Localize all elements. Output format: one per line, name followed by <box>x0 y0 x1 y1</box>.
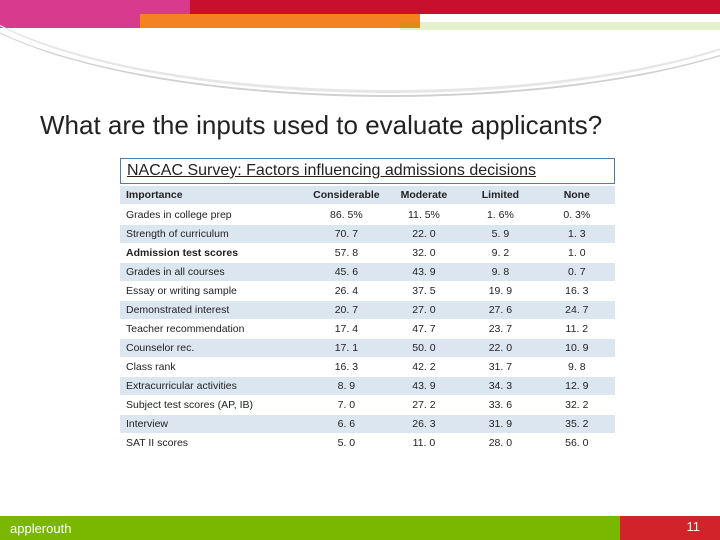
cell: 9. 8 <box>539 358 615 377</box>
cell: 26. 4 <box>307 282 386 301</box>
table-row: Class rank16. 342. 231. 79. 8 <box>120 358 615 377</box>
table-row: Interview6. 626. 331. 935. 2 <box>120 415 615 434</box>
cell: 31. 7 <box>462 358 538 377</box>
row-label: Teacher recommendation <box>120 320 307 339</box>
page-title: What are the inputs used to evaluate app… <box>40 110 680 141</box>
table-row: Essay or writing sample26. 437. 519. 916… <box>120 282 615 301</box>
table-row: Extracurricular activities8. 943. 934. 3… <box>120 377 615 396</box>
cell: 20. 7 <box>307 301 386 320</box>
footer-brand: applerouth <box>10 521 71 536</box>
cell: 50. 0 <box>386 339 463 358</box>
table-row: Grades in college prep86. 5%11. 5%1. 6%0… <box>120 205 615 225</box>
cell: 47. 7 <box>386 320 463 339</box>
cell: 28. 0 <box>462 434 538 453</box>
row-label: Strength of curriculum <box>120 225 307 244</box>
cell: 1. 3 <box>539 225 615 244</box>
row-label: Admission test scores <box>120 244 307 263</box>
table-row: SAT II scores5. 011. 028. 056. 0 <box>120 434 615 453</box>
row-label: Grades in college prep <box>120 205 307 225</box>
col-header: Importance <box>120 186 307 205</box>
row-label: Grades in all courses <box>120 263 307 282</box>
cell: 27. 0 <box>386 301 463 320</box>
col-header: Moderate <box>386 186 463 205</box>
table-caption: NACAC Survey: Factors influencing admiss… <box>120 158 615 184</box>
cell: 17. 1 <box>307 339 386 358</box>
cell: 42. 2 <box>386 358 463 377</box>
row-label: Subject test scores (AP, IB) <box>120 396 307 415</box>
cell: 16. 3 <box>307 358 386 377</box>
cell: 27. 2 <box>386 396 463 415</box>
row-label: Essay or writing sample <box>120 282 307 301</box>
header-decor <box>0 0 720 54</box>
cell: 11. 0 <box>386 434 463 453</box>
cell: 31. 9 <box>462 415 538 434</box>
cell: 32. 0 <box>386 244 463 263</box>
data-table: ImportanceConsiderableModerateLimitedNon… <box>120 186 615 453</box>
cell: 17. 4 <box>307 320 386 339</box>
row-label: SAT II scores <box>120 434 307 453</box>
row-label: Demonstrated interest <box>120 301 307 320</box>
cell: 23. 7 <box>462 320 538 339</box>
cell: 0. 7 <box>539 263 615 282</box>
footer: applerouth 11 <box>0 516 720 540</box>
cell: 1. 0 <box>539 244 615 263</box>
cell: 43. 9 <box>386 263 463 282</box>
cell: 19. 9 <box>462 282 538 301</box>
cell: 5. 9 <box>462 225 538 244</box>
cell: 33. 6 <box>462 396 538 415</box>
cell: 9. 2 <box>462 244 538 263</box>
cell: 32. 2 <box>539 396 615 415</box>
cell: 0. 3% <box>539 205 615 225</box>
row-label: Extracurricular activities <box>120 377 307 396</box>
cell: 27. 6 <box>462 301 538 320</box>
cell: 11. 5% <box>386 205 463 225</box>
table-header-row: ImportanceConsiderableModerateLimitedNon… <box>120 186 615 205</box>
page-number: 11 <box>677 517 711 536</box>
table-row: Teacher recommendation17. 447. 723. 711.… <box>120 320 615 339</box>
cell: 11. 2 <box>539 320 615 339</box>
cell: 1. 6% <box>462 205 538 225</box>
cell: 34. 3 <box>462 377 538 396</box>
row-label: Class rank <box>120 358 307 377</box>
cell: 9. 8 <box>462 263 538 282</box>
table-row: Demonstrated interest20. 727. 027. 624. … <box>120 301 615 320</box>
cell: 8. 9 <box>307 377 386 396</box>
cell: 10. 9 <box>539 339 615 358</box>
cell: 24. 7 <box>539 301 615 320</box>
cell: 57. 8 <box>307 244 386 263</box>
col-header: None <box>539 186 615 205</box>
col-header: Considerable <box>307 186 386 205</box>
cell: 26. 3 <box>386 415 463 434</box>
cell: 70. 7 <box>307 225 386 244</box>
cell: 16. 3 <box>539 282 615 301</box>
slide: What are the inputs used to evaluate app… <box>0 0 720 540</box>
cell: 37. 5 <box>386 282 463 301</box>
table-row: Strength of curriculum70. 722. 05. 91. 3 <box>120 225 615 244</box>
table-row: Subject test scores (AP, IB)7. 027. 233.… <box>120 396 615 415</box>
cell: 56. 0 <box>539 434 615 453</box>
cell: 45. 6 <box>307 263 386 282</box>
cell: 86. 5% <box>307 205 386 225</box>
col-header: Limited <box>462 186 538 205</box>
cell: 7. 0 <box>307 396 386 415</box>
row-label: Interview <box>120 415 307 434</box>
table-row: Admission test scores57. 832. 09. 21. 0 <box>120 244 615 263</box>
cell: 12. 9 <box>539 377 615 396</box>
cell: 5. 0 <box>307 434 386 453</box>
cell: 22. 0 <box>462 339 538 358</box>
cell: 6. 6 <box>307 415 386 434</box>
table-row: Grades in all courses45. 643. 99. 80. 7 <box>120 263 615 282</box>
row-label: Counselor rec. <box>120 339 307 358</box>
cell: 43. 9 <box>386 377 463 396</box>
cell: 35. 2 <box>539 415 615 434</box>
cell: 22. 0 <box>386 225 463 244</box>
table-row: Counselor rec.17. 150. 022. 010. 9 <box>120 339 615 358</box>
